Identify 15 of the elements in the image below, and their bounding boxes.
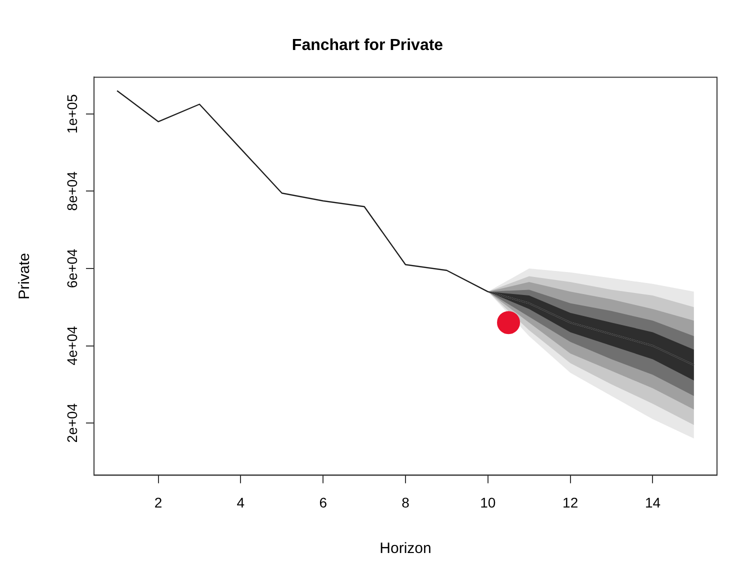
y-tick-label: 1e+05: [64, 94, 80, 134]
x-tick-label: 12: [562, 494, 578, 510]
y-tick-label: 2e+04: [64, 403, 80, 443]
x-tick-label: 4: [236, 494, 245, 510]
x-tick-label: 14: [644, 494, 661, 510]
x-axis-title: Horizon: [380, 540, 432, 558]
y-tick-label: 4e+04: [64, 326, 80, 366]
x-tick-label: 2: [154, 494, 162, 510]
x-tick-label: 6: [319, 494, 328, 510]
y-axis-title: Private: [16, 252, 34, 300]
x-tick-label: 10: [480, 494, 496, 510]
x-tick-label: 8: [402, 494, 410, 510]
chart-title: Fanchart for Private: [292, 37, 444, 54]
y-tick-label: 8e+04: [64, 171, 80, 211]
y-tick-label: 6e+04: [64, 248, 80, 288]
